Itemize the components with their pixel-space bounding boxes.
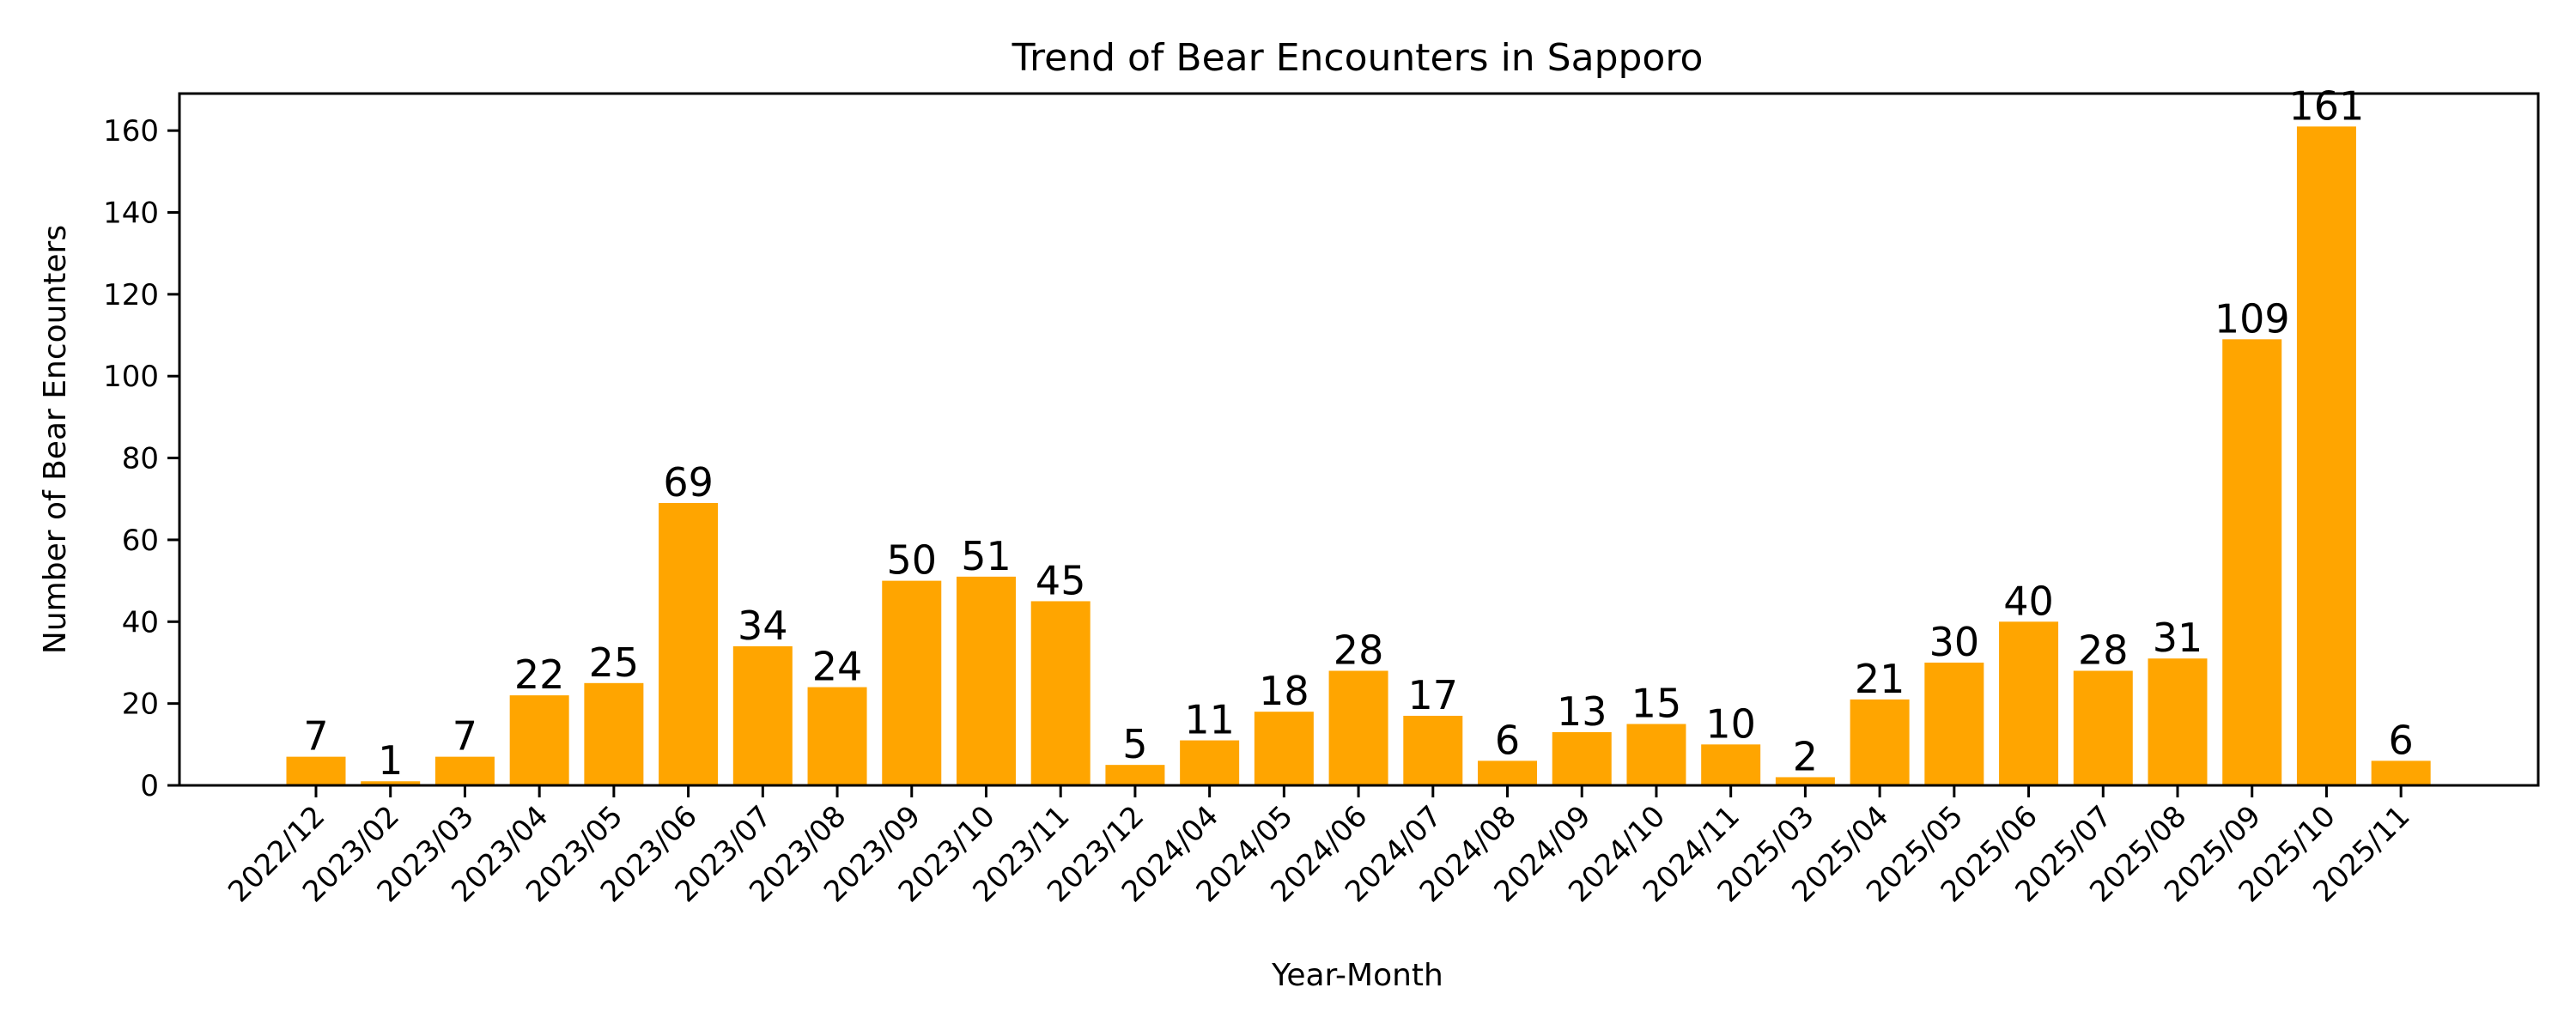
y-tick-label: 160 bbox=[103, 114, 159, 148]
bar-value-label: 1 bbox=[378, 737, 403, 784]
bar-value-label: 11 bbox=[1184, 697, 1235, 743]
x-axis: 2022/122023/022023/032023/042023/052023/… bbox=[222, 785, 2417, 909]
bar bbox=[2296, 126, 2356, 785]
bar-value-label: 30 bbox=[1929, 619, 1980, 665]
y-tick-label: 40 bbox=[122, 605, 159, 639]
bar bbox=[1999, 621, 2059, 785]
y-tick-label: 20 bbox=[122, 688, 159, 722]
plot-frame bbox=[178, 92, 2540, 787]
y-axis-label: Number of Bear Encounters bbox=[38, 225, 73, 654]
bar bbox=[732, 645, 793, 785]
bar-value-label: 10 bbox=[1705, 700, 1756, 747]
bar bbox=[286, 756, 346, 785]
bar-value-label: 22 bbox=[514, 651, 565, 698]
bar-value-label: 5 bbox=[1122, 721, 1147, 767]
bar bbox=[1552, 732, 1612, 785]
y-tick-label: 100 bbox=[103, 360, 159, 394]
bar-value-label: 7 bbox=[303, 713, 328, 760]
bar-value-label: 15 bbox=[1631, 680, 1682, 726]
bar-value-label: 45 bbox=[1036, 557, 1086, 603]
bar-value-label: 6 bbox=[1495, 717, 1520, 763]
bar-value-label: 7 bbox=[453, 713, 477, 760]
bar bbox=[1850, 699, 1910, 785]
y-tick-label: 80 bbox=[122, 442, 159, 476]
bar bbox=[584, 682, 644, 785]
bar-value-label: 34 bbox=[738, 603, 788, 649]
bars-group bbox=[286, 126, 2431, 785]
bar-value-label: 25 bbox=[589, 639, 640, 686]
bar bbox=[1105, 765, 1165, 785]
bar-value-label: 2 bbox=[1793, 733, 1818, 779]
bar bbox=[509, 695, 569, 785]
y-tick-label: 140 bbox=[103, 197, 159, 231]
bar bbox=[882, 580, 942, 785]
bar bbox=[1254, 712, 1314, 785]
bar bbox=[2371, 760, 2431, 785]
bar bbox=[2148, 658, 2208, 785]
y-axis: 0 20 40 60 80 100 120 140 160 bbox=[103, 114, 179, 803]
bar bbox=[1924, 662, 1984, 785]
bar bbox=[1328, 670, 1388, 785]
bar bbox=[2222, 339, 2282, 785]
bar bbox=[807, 687, 867, 785]
bar-value-label: 51 bbox=[961, 533, 1012, 579]
bar-value-label: 28 bbox=[2078, 627, 2129, 674]
bar bbox=[1478, 760, 1538, 785]
bar-value-label: 17 bbox=[1408, 672, 1459, 718]
bar-value-label: 13 bbox=[1557, 688, 1607, 735]
chart-title: Trend of Bear Encounters in Sapporo bbox=[1012, 36, 1704, 80]
bar bbox=[1180, 740, 1240, 785]
y-tick-label: 60 bbox=[122, 524, 159, 558]
bar-value-label: 69 bbox=[663, 459, 714, 506]
bar-value-label: 18 bbox=[1259, 668, 1309, 714]
bar bbox=[1403, 715, 1463, 785]
bar bbox=[1626, 724, 1686, 785]
bar-value-label: 31 bbox=[2153, 615, 2203, 661]
bar bbox=[1701, 744, 1761, 785]
bar bbox=[361, 781, 421, 785]
bar-value-label: 24 bbox=[812, 644, 863, 690]
bar bbox=[659, 503, 719, 785]
bar-value-label: 21 bbox=[1855, 656, 1905, 702]
bar bbox=[956, 576, 1016, 785]
bar-value-label: 161 bbox=[2289, 82, 2365, 129]
bar-value-label: 40 bbox=[2003, 578, 2054, 624]
bar bbox=[434, 756, 495, 785]
y-tick-label: 0 bbox=[140, 769, 159, 803]
y-tick-label: 120 bbox=[103, 278, 159, 312]
bar-value-label: 28 bbox=[1334, 627, 1384, 674]
bar-value-label: 109 bbox=[2215, 295, 2290, 342]
bar-value-label: 50 bbox=[886, 537, 937, 584]
bar bbox=[2073, 670, 2133, 785]
bar bbox=[1030, 601, 1091, 785]
bar bbox=[1775, 777, 1835, 785]
x-axis-label: Year-Month bbox=[1271, 958, 1443, 993]
bar-value-label: 6 bbox=[2389, 717, 2414, 763]
